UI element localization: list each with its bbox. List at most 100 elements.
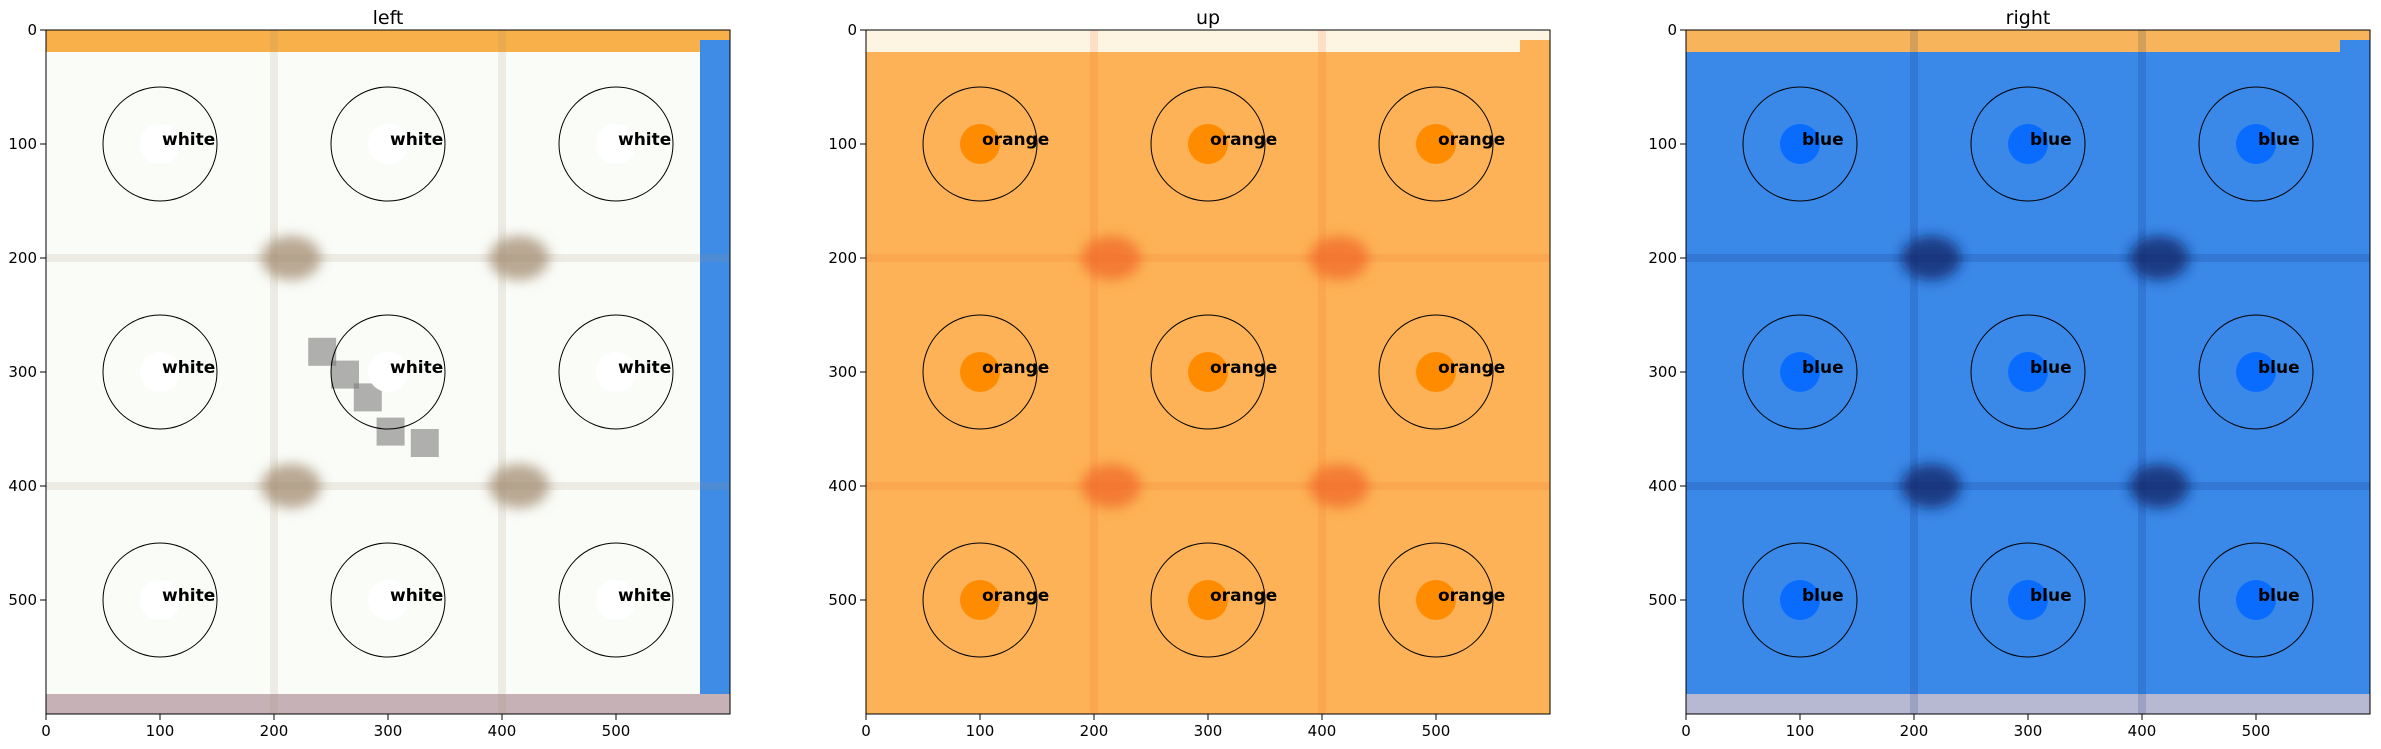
marker-ring (2198, 542, 2314, 658)
y-tick-label: 200 (8, 249, 37, 267)
marker-blue: blue (1742, 86, 1858, 202)
marker-dot (2008, 124, 2048, 164)
marker-white: white (102, 314, 218, 430)
x-tick-label: 400 (488, 722, 517, 740)
y-tick-label: 0 (1667, 21, 1677, 39)
marker-ring (2198, 86, 2314, 202)
marker-dot (368, 124, 408, 164)
image-top-band (46, 30, 730, 52)
y-tick-label: 0 (847, 21, 857, 39)
marker-white: white (558, 314, 674, 430)
marker-orange: orange (1150, 86, 1277, 202)
marker-orange: orange (1378, 542, 1505, 658)
marker-blue: blue (1970, 542, 2086, 658)
marker-label: orange (1438, 586, 1505, 606)
marker-dot (596, 580, 636, 620)
shadow-blob (1081, 236, 1142, 280)
marker-dot (1416, 124, 1456, 164)
y-tick-label: 100 (828, 135, 857, 153)
marker-label: blue (2030, 358, 2072, 378)
image-top-band (1686, 30, 2370, 52)
marker-orange: orange (1150, 542, 1277, 658)
marker-dot (1780, 580, 1820, 620)
marker-label: orange (1210, 358, 1277, 378)
marker-dot (1188, 352, 1228, 392)
shadow-blob (2129, 464, 2190, 508)
x-tick-label: 500 (1422, 722, 1451, 740)
image-right-band (1520, 40, 1550, 694)
marker-label: white (390, 586, 443, 606)
marker-ring (1378, 542, 1494, 658)
marker-label: orange (982, 130, 1049, 150)
marker-white: white (102, 542, 218, 658)
marker-orange: orange (922, 314, 1049, 430)
shadow-blob (2129, 236, 2190, 280)
marker-dot (140, 580, 180, 620)
marker-label: white (162, 358, 215, 378)
x-tick-label: 0 (861, 722, 871, 740)
image-right-band (700, 40, 730, 694)
image-top-band (866, 30, 1550, 52)
marker-label: white (390, 358, 443, 378)
marker-ring (558, 542, 674, 658)
marker-label: blue (2030, 130, 2072, 150)
x-tick-label: 200 (260, 722, 289, 740)
y-tick-label: 0 (27, 21, 37, 39)
marker-blue: blue (2198, 314, 2314, 430)
panel-up: orange orange orange orange orange orange oran… (828, 7, 1551, 740)
marker-dot (1416, 580, 1456, 620)
x-tick-label: 100 (1786, 722, 1815, 740)
gray-patch (410, 429, 439, 457)
marker-label: blue (2258, 358, 2300, 378)
marker-dot (596, 124, 636, 164)
marker-blue: blue (1970, 86, 2086, 202)
marker-ring (922, 314, 1038, 430)
marker-blue: blue (2198, 86, 2314, 202)
marker-label: orange (1210, 586, 1277, 606)
marker-label: orange (982, 586, 1049, 606)
marker-dot (2236, 352, 2276, 392)
panel-left: white white white white white white white white… (8, 7, 731, 740)
y-tick-label: 300 (1648, 363, 1677, 381)
marker-label: white (390, 130, 443, 150)
marker-label: blue (1802, 358, 1844, 378)
marker-blue: blue (1742, 314, 1858, 430)
marker-white: white (330, 314, 446, 430)
marker-ring (330, 314, 446, 430)
y-tick-label: 500 (1648, 591, 1677, 609)
x-tick-label: 300 (2014, 722, 2043, 740)
marker-white: white (102, 86, 218, 202)
x-tick-label: 500 (2242, 722, 2271, 740)
x-tick-label: 500 (602, 722, 631, 740)
marker-label: orange (1210, 130, 1277, 150)
marker-white: white (558, 542, 674, 658)
marker-ring (1378, 86, 1494, 202)
marker-orange: orange (1378, 314, 1505, 430)
shadow-blob (489, 236, 550, 280)
marker-dot (1780, 352, 1820, 392)
marker-ring (1970, 86, 2086, 202)
marker-ring (1742, 86, 1858, 202)
marker-orange: orange (922, 542, 1049, 658)
x-tick-label: 300 (1194, 722, 1223, 740)
marker-orange: orange (922, 86, 1049, 202)
marker-dot (368, 580, 408, 620)
image-right-band (2340, 40, 2370, 694)
marker-label: orange (1438, 130, 1505, 150)
x-tick-label: 200 (1080, 722, 1109, 740)
marker-label: blue (2258, 130, 2300, 150)
marker-label: white (618, 358, 671, 378)
x-tick-label: 400 (2128, 722, 2157, 740)
marker-blue: blue (1970, 314, 2086, 430)
marker-label: blue (1802, 130, 1844, 150)
marker-ring (1378, 314, 1494, 430)
x-tick-label: 100 (146, 722, 175, 740)
marker-ring (102, 542, 218, 658)
marker-label: white (618, 130, 671, 150)
marker-dot (2008, 580, 2048, 620)
marker-ring (922, 542, 1038, 658)
shadow-blob (1309, 236, 1370, 280)
marker-dot (1188, 580, 1228, 620)
shadow-blob (1901, 236, 1962, 280)
